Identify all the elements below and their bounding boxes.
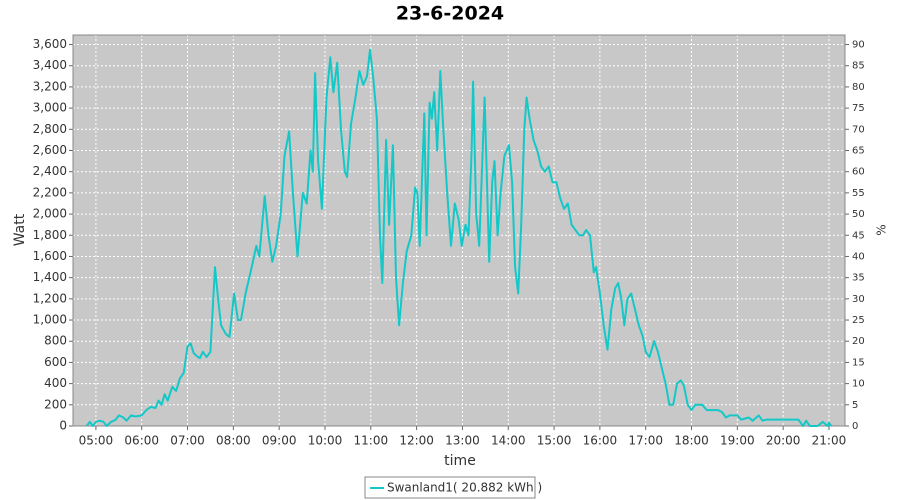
x-tick-label: 07:00 [170, 434, 205, 448]
y-tick-label: 3,400 [33, 58, 67, 72]
chart-title: 23-6-2024 [396, 3, 504, 25]
x-tick-label: 19:00 [720, 434, 755, 448]
y-tick-label: 2,800 [33, 122, 67, 136]
y-tick-label: 3,600 [33, 37, 67, 51]
x-tick-label: 12:00 [399, 434, 434, 448]
legend-box [364, 476, 536, 499]
y-tick-label: 3,200 [33, 79, 67, 93]
y-tick-label: 400 [44, 376, 67, 390]
x-axis-label: time [444, 453, 476, 469]
x-tick-label: 06:00 [124, 434, 159, 448]
y2-tick-label: 75 [852, 103, 865, 114]
y-tick-label: 2,600 [33, 143, 67, 157]
x-tick-label: 18:00 [674, 434, 709, 448]
x-tick-label: 10:00 [308, 434, 343, 448]
y2-tick-label: 25 [852, 315, 865, 326]
data-line [85, 48, 833, 427]
y2-tick-label: 50 [852, 209, 865, 220]
x-tick-label: 11:00 [354, 434, 389, 448]
y2-tick-label: 60 [852, 167, 865, 178]
y2-tick-label: 20 [852, 336, 865, 347]
y-tick-label: 3,000 [33, 101, 67, 115]
y-tick-label: 1,600 [33, 249, 67, 263]
y-tick-label: 1,000 [33, 313, 67, 327]
y-tick-label: 200 [44, 397, 67, 411]
y2-tick-label: 80 [852, 82, 865, 93]
y-tick-label: 1,400 [33, 270, 67, 284]
y2-tick-label: 30 [852, 294, 865, 305]
x-tick-label: 14:00 [491, 434, 526, 448]
y2-tick-label: 90 [852, 40, 865, 51]
y2-tick-label: 5 [852, 400, 858, 411]
x-tick-label: 13:00 [445, 434, 480, 448]
x-tick-label: 08:00 [216, 434, 251, 448]
y-tick-label: 1,800 [33, 228, 67, 242]
y2-axis-label: % [875, 224, 889, 235]
x-tick-label: 15:00 [537, 434, 572, 448]
x-tick-label: 21:00 [812, 434, 847, 448]
x-tick-label: 20:00 [766, 434, 801, 448]
y-tick-label: 600 [44, 355, 67, 369]
y2-tick-label: 0 [852, 421, 858, 432]
y-tick-label: 2,200 [33, 185, 67, 199]
x-tick-label: 17:00 [628, 434, 663, 448]
y-tick-label: 2,000 [33, 207, 67, 221]
legend-label: Swanland1( 20.882 kWh ) [387, 481, 542, 495]
y2-tick-label: 10 [852, 379, 865, 390]
y-tick-label: 1,200 [33, 291, 67, 305]
y2-tick-label: 15 [852, 357, 865, 368]
y-tick-label: 2,400 [33, 164, 67, 178]
x-tick-label: 09:00 [262, 434, 297, 448]
y2-tick-label: 55 [852, 188, 865, 199]
y2-tick-label: 70 [852, 124, 865, 135]
y-axis-label: Watt [12, 213, 28, 246]
y2-tick-label: 85 [852, 61, 865, 72]
y2-tick-label: 40 [852, 251, 865, 262]
x-tick-label: 05:00 [79, 434, 114, 448]
y2-tick-label: 65 [852, 145, 865, 156]
y-tick-label: 800 [44, 334, 67, 348]
x-tick-label: 16:00 [583, 434, 618, 448]
plot-frame [72, 34, 846, 427]
y-tick-label: 0 [59, 419, 67, 433]
y2-tick-label: 35 [852, 273, 865, 284]
y2-tick-label: 45 [852, 230, 865, 241]
